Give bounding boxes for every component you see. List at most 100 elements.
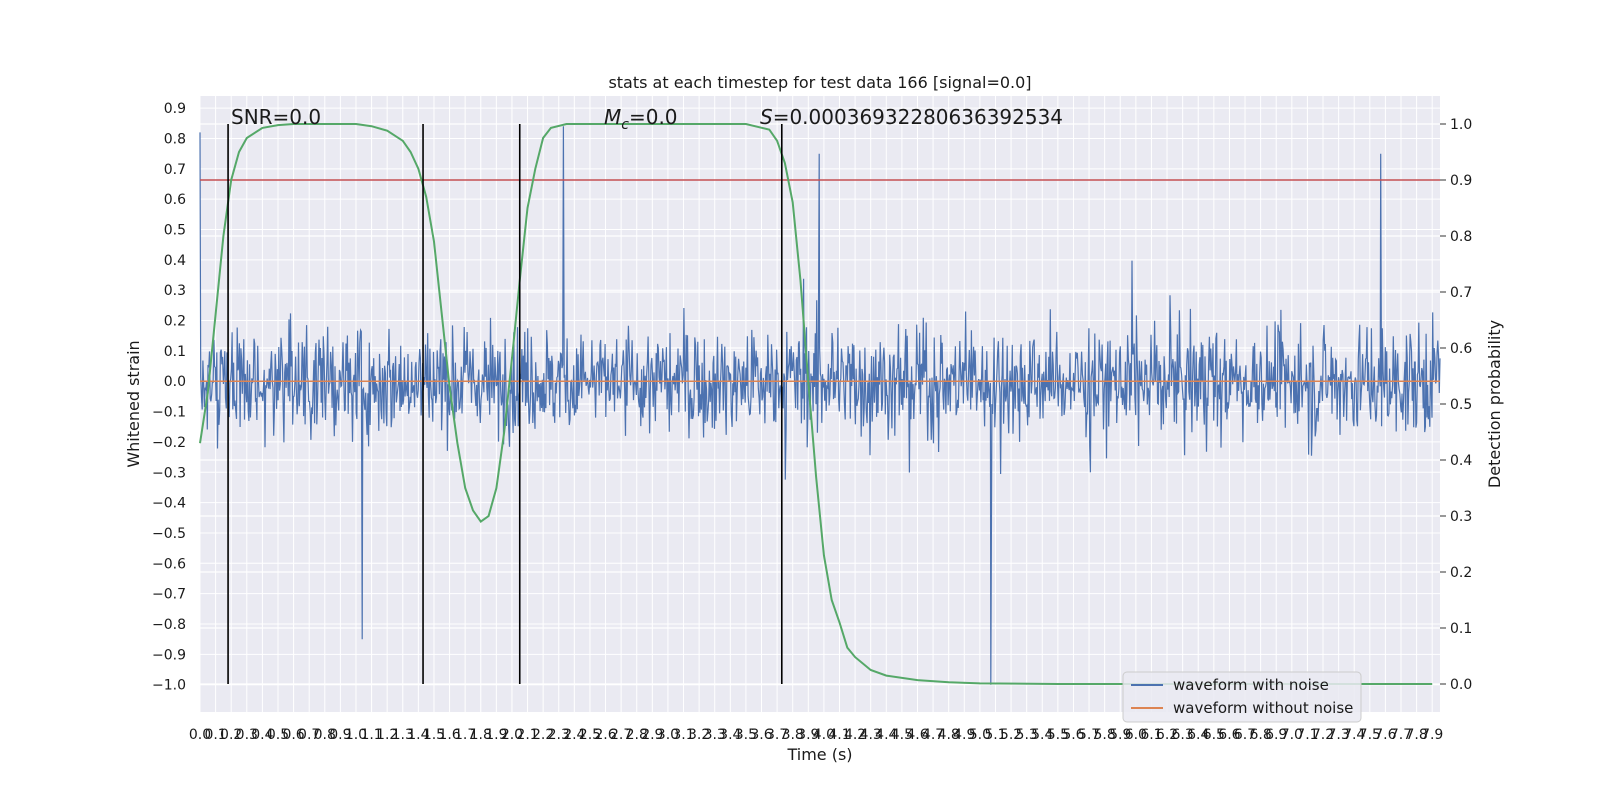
x-tick-label: 4.0 <box>813 727 835 743</box>
x-tick-label: 6.4 <box>1187 727 1209 743</box>
x-tick-label: 4.7 <box>922 727 944 743</box>
y-tick-label-right: 0.2 <box>1450 565 1472 581</box>
x-tick-label: 4.2 <box>844 727 866 743</box>
x-tick-label: 5.9 <box>1109 727 1131 743</box>
x-tick-label: 0.3 <box>236 727 258 743</box>
x-tick-label: 2.9 <box>641 727 663 743</box>
x-tick-labels: 0.00.10.20.30.40.50.60.70.80.91.01.11.21… <box>189 727 1443 743</box>
y-tick-labels-left: −1.0 −0.9 −0.8 −0.7 −0.6 −0.5 −0.4 −0.3 −0.2 −0.1… <box>152 101 186 694</box>
y-tick-label-left: 0.0 <box>164 374 186 390</box>
x-tick-label: 4.3 <box>860 727 882 743</box>
y-tick-label-right: 0.9 <box>1450 173 1472 189</box>
x-tick-label: 7.9 <box>1421 727 1443 743</box>
legend-box <box>1122 671 1362 723</box>
s-annotation: S=0.00036932280636392534 <box>760 105 1063 129</box>
x-tick-label: 3.2 <box>688 727 710 743</box>
x-tick-label: 6.5 <box>1203 727 1225 743</box>
x-tick-label: 2.8 <box>626 727 648 743</box>
x-tick-label: 6.2 <box>1156 727 1178 743</box>
x-tick-label: 5.5 <box>1047 727 1069 743</box>
x-tick-label: 7.6 <box>1374 727 1396 743</box>
y-tick-label-right: 0.5 <box>1450 397 1472 413</box>
x-tick-label: 4.6 <box>906 727 928 743</box>
y-tick-label-left: 0.1 <box>164 344 186 360</box>
x-tick-label: 3.4 <box>719 727 741 743</box>
x-tick-label: 1.8 <box>470 727 492 743</box>
chart-title: stats at each timestep for test data 166… <box>608 73 1031 92</box>
y-tick-label-left: −0.1 <box>152 405 186 421</box>
y-tick-label-left: −0.7 <box>152 587 186 603</box>
x-tick-label: 1.2 <box>376 727 398 743</box>
x-tick-label: 6.7 <box>1234 727 1256 743</box>
legend-label-clean: waveform without noise <box>1173 699 1353 717</box>
x-tick-label: 2.6 <box>594 727 616 743</box>
x-tick-label: 7.4 <box>1343 727 1365 743</box>
y-tick-labels-right: 0.0 0.1 0.2 0.3 0.4 0.5 0.6 0.7 0.8 0.9 1.0 <box>1440 117 1472 693</box>
y-tick-label-left: 0.5 <box>164 223 186 239</box>
y-axis-label-left: Whitened strain <box>124 340 143 467</box>
x-tick-label: 3.7 <box>766 727 788 743</box>
x-tick-label: 1.9 <box>485 727 507 743</box>
x-tick-label: 2.2 <box>532 727 554 743</box>
x-tick-label: 2.7 <box>610 727 632 743</box>
x-tick-label: 3.6 <box>750 727 772 743</box>
mc-annotation-value: =0.0 <box>629 105 678 129</box>
y-tick-label-left: 0.7 <box>164 162 186 178</box>
x-tick-label: 1.0 <box>345 727 367 743</box>
x-tick-label: 5.6 <box>1062 727 1084 743</box>
x-tick-label: 3.1 <box>672 727 694 743</box>
y-tick-label-left: 0.6 <box>164 192 186 208</box>
x-tick-label: 6.9 <box>1265 727 1287 743</box>
x-tick-label: 1.4 <box>407 727 429 743</box>
y-tick-label-right: 0.8 <box>1450 229 1472 245</box>
x-tick-label: 1.7 <box>454 727 476 743</box>
y-tick-label-left: −0.3 <box>152 465 186 481</box>
x-tick-label: 7.2 <box>1312 727 1334 743</box>
y-tick-label-right: 0.0 <box>1450 677 1472 693</box>
x-tick-label: 0.8 <box>314 727 336 743</box>
x-tick-label: 5.8 <box>1094 727 1116 743</box>
x-tick-label: 6.1 <box>1140 727 1162 743</box>
x-tick-label: 1.5 <box>423 727 445 743</box>
x-tick-label: 2.4 <box>563 727 585 743</box>
x-tick-label: 7.7 <box>1390 727 1412 743</box>
x-tick-label: 5.4 <box>1031 727 1053 743</box>
x-tick-label: 0.9 <box>329 727 351 743</box>
x-tick-label: 2.5 <box>579 727 601 743</box>
y-tick-label-right: 0.3 <box>1450 509 1472 525</box>
x-tick-label: 6.0 <box>1125 727 1147 743</box>
x-tick-label: 5.7 <box>1078 727 1100 743</box>
x-tick-label: 5.2 <box>1000 727 1022 743</box>
x-tick-label: 7.3 <box>1327 727 1349 743</box>
x-tick-label: 7.1 <box>1296 727 1318 743</box>
x-tick-label: 3.0 <box>657 727 679 743</box>
x-tick-label: 0.6 <box>282 727 304 743</box>
x-tick-label: 2.0 <box>501 727 523 743</box>
x-tick-label: 4.4 <box>875 727 897 743</box>
y-tick-label-left: −0.4 <box>152 496 186 512</box>
x-axis-label: Time (s) <box>786 745 852 764</box>
noise-series <box>199 126 1441 685</box>
x-tick-label: 0.7 <box>298 727 320 743</box>
markers <box>227 124 783 684</box>
legend-label-noise: waveform with noise <box>1173 676 1329 694</box>
noise-waveform-line <box>199 126 1441 685</box>
x-tick-label: 4.9 <box>953 727 975 743</box>
y-tick-label-left: 0.8 <box>164 131 186 147</box>
y-tick-label-left: 0.4 <box>164 253 186 269</box>
x-tick-label: 3.5 <box>735 727 757 743</box>
y-tick-label-left: −0.9 <box>152 647 186 663</box>
x-tick-label: 4.5 <box>891 727 913 743</box>
x-tick-label: 6.3 <box>1172 727 1194 743</box>
y-tick-label-left: −0.2 <box>152 435 186 451</box>
s-annotation-value: =0.00036932280636392534 <box>773 105 1063 129</box>
x-tick-label: 3.8 <box>782 727 804 743</box>
y-tick-label-right: 0.6 <box>1450 341 1472 357</box>
x-tick-label: 1.6 <box>438 727 460 743</box>
x-tick-label: 5.3 <box>1016 727 1038 743</box>
y-tick-label-right: 0.7 <box>1450 285 1472 301</box>
x-tick-label: 4.8 <box>938 727 960 743</box>
legend: waveform with noise waveform without noi… <box>1122 671 1362 723</box>
x-tick-label: 2.3 <box>548 727 570 743</box>
